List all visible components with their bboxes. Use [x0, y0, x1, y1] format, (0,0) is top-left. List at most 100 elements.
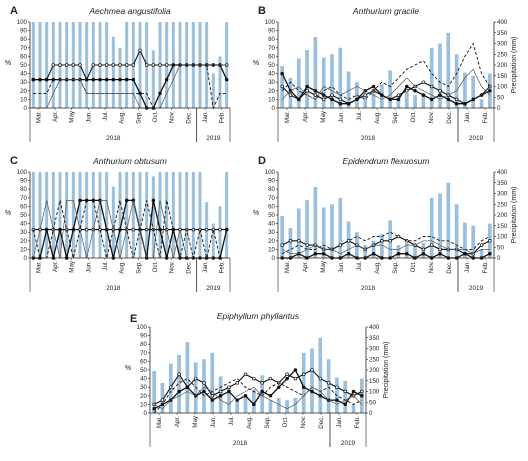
series-point-open: [454, 97, 459, 102]
precip-bar: [38, 172, 42, 258]
month-label: Sep.: [264, 416, 271, 429]
precip-bar: [479, 99, 484, 108]
year-label-2018: 2018: [233, 440, 248, 447]
precip-bar: [446, 32, 451, 108]
month-label: Jul.: [356, 261, 363, 271]
month-label: Mar.: [35, 261, 42, 273]
month-label: May: [192, 415, 199, 428]
right-tick-label: 400: [497, 19, 508, 26]
series-point-open: [288, 239, 293, 243]
series-line-thin: [33, 64, 227, 109]
series-point-filled: [91, 77, 96, 82]
precip-bar: [111, 36, 115, 109]
month-label: Feb.: [482, 261, 489, 274]
precip-bar: [45, 172, 49, 258]
precip-bar: [330, 204, 334, 258]
panel-title: Anthurium obtusum: [92, 156, 167, 166]
series-point-filled: [44, 77, 49, 82]
series-point-open: [338, 97, 343, 102]
precip-bar: [313, 187, 318, 258]
month-label: Jun.: [210, 416, 217, 428]
series-point-open: [91, 63, 96, 67]
series-line-dashed: [281, 231, 491, 255]
series-point-open: [210, 394, 215, 398]
series-point-filled: [44, 227, 49, 232]
precip-bar: [138, 22, 142, 108]
left-tick-label: 100: [265, 19, 276, 26]
right-axis-label: Precipitation (mm): [511, 37, 518, 94]
series-point-open: [71, 63, 76, 67]
left-tick-label: 80: [140, 341, 147, 348]
panel-title: Aechmea angustifolia: [88, 6, 171, 16]
precip-bar: [211, 223, 215, 258]
month-label: Aug.: [119, 261, 126, 274]
precip-bar: [105, 172, 109, 258]
precip-bar: [160, 382, 165, 413]
precip-bar: [276, 397, 281, 413]
month-label: Sep.: [392, 261, 399, 274]
series-point-filled: [463, 251, 467, 256]
series-point-filled: [252, 402, 256, 407]
series-line-dashed: [153, 378, 363, 414]
series-point-open: [260, 381, 264, 385]
month-label: Oct.: [152, 261, 159, 273]
precip-bar: [479, 249, 484, 258]
series-point-filled: [151, 198, 156, 203]
series-line-thin: [154, 386, 363, 410]
left-tick-label: 0: [24, 255, 28, 262]
series-point-filled: [227, 389, 231, 394]
series-point-filled: [124, 77, 129, 82]
month-label: Jan.: [336, 416, 343, 428]
month-label: Mar.: [35, 111, 42, 123]
series-point-open: [396, 93, 401, 97]
precip-bar: [285, 400, 289, 413]
series-point-filled: [371, 251, 376, 256]
year-label-2019: 2019: [206, 135, 221, 142]
series-point-open: [235, 381, 239, 385]
precip-bar: [71, 172, 75, 258]
series-point-filled: [152, 406, 156, 411]
left-tick-label: 70: [140, 350, 147, 357]
left-axis-label: %: [5, 60, 11, 67]
month-label: Apr.: [302, 261, 309, 272]
series-point-open: [177, 372, 181, 377]
right-tick-label: 300: [497, 41, 508, 48]
precip-bar: [280, 216, 285, 258]
series-point-open: [330, 93, 334, 97]
series-point-open: [118, 63, 122, 67]
year-label-2018: 2018: [361, 285, 376, 292]
series-point-filled: [360, 394, 364, 398]
left-tick-label: 20: [268, 238, 275, 245]
series-point-open: [360, 389, 364, 394]
precip-bar: [296, 58, 301, 108]
left-tick-label: 50: [20, 212, 27, 219]
series-point-open: [313, 93, 318, 97]
right-tick-label: 100: [369, 389, 380, 396]
precip-bar: [396, 95, 401, 108]
series-point-open: [318, 376, 323, 381]
precip-bar: [363, 245, 368, 258]
series-point-filled: [118, 227, 122, 232]
right-tick-label: 200: [369, 367, 380, 374]
precip-bar: [151, 176, 155, 258]
series-point-filled: [380, 93, 384, 97]
series-point-filled: [38, 77, 42, 82]
series-point-filled: [210, 398, 215, 402]
left-tick-label: 10: [268, 96, 275, 103]
series-point-open: [202, 381, 206, 385]
precip-bar: [171, 172, 175, 258]
left-tick-label: 30: [140, 384, 147, 391]
series-point-open: [191, 227, 196, 232]
series-point-filled: [454, 101, 459, 106]
precip-bar: [429, 47, 434, 108]
series-line-filled: [33, 64, 228, 109]
series-point-filled: [297, 97, 301, 102]
month-label: Feb.: [219, 261, 226, 274]
right-tick-label: 0: [497, 105, 501, 112]
precip-bar: [471, 75, 476, 108]
precip-bar: [355, 82, 359, 108]
month-label: Dec.: [446, 111, 453, 124]
series-point-filled: [293, 368, 298, 372]
year-label-2019: 2019: [469, 285, 484, 292]
